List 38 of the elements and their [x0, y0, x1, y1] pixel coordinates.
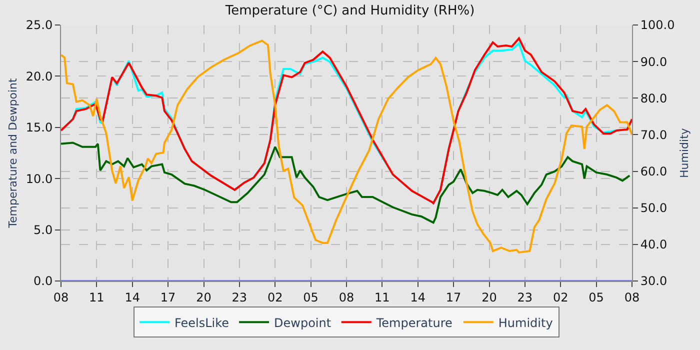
y2-axis-title: Humidity — [678, 128, 691, 178]
y-tick-label: 25.0 — [26, 18, 53, 32]
y2-tick-label: 70.0 — [640, 128, 668, 142]
x-tick-label: 02 — [267, 290, 283, 304]
x-tick-label: 14 — [410, 290, 426, 304]
y-tick-label: 5.0 — [34, 223, 53, 237]
y2-tick-label: 80.0 — [640, 91, 668, 106]
x-tick-label: 08 — [338, 290, 354, 304]
x-tick-label: 17 — [160, 290, 176, 304]
y2-tick-label: 90.0 — [640, 54, 668, 69]
y-tick-label: 0.0 — [34, 274, 53, 288]
legend-label: Dewpoint — [274, 316, 332, 330]
x-tick-label: 20 — [482, 290, 497, 304]
y-tick-label: 20.0 — [26, 69, 53, 84]
x-tick-label: 11 — [374, 290, 390, 304]
y2-tick-label: 50.0 — [640, 201, 668, 216]
x-tick-label: 05 — [303, 290, 318, 304]
y2-tick-label: 60.0 — [640, 164, 668, 178]
x-tick-label: 02 — [552, 290, 568, 304]
legend-label: Humidity — [498, 316, 553, 330]
x-tick-label: 23 — [517, 290, 533, 304]
y-tick-label: 10.0 — [26, 172, 53, 186]
legend-label: Temperature — [375, 316, 452, 330]
y2-tick-label: 100.0 — [640, 18, 675, 32]
x-tick-label: 20 — [196, 290, 212, 304]
y-tick-label: 15.0 — [26, 120, 53, 135]
x-tick-label: 14 — [124, 290, 140, 304]
x-tick-label: 23 — [232, 290, 248, 304]
legend-label: FeelsLike — [174, 316, 230, 330]
x-tick-label: 05 — [588, 290, 604, 304]
x-tick-label: 08 — [53, 290, 69, 304]
x-tick-label: 11 — [89, 290, 104, 304]
x-tick-label: 17 — [446, 290, 462, 304]
chart-title: Temperature (°C) and Humidity (RH%) — [224, 3, 475, 18]
x-tick-label: 08 — [624, 290, 640, 304]
y2-tick-label: 40.0 — [640, 238, 668, 252]
y2-tick-label: 30.0 — [640, 274, 668, 288]
y-axis-title: Temperature and Dewpoint — [6, 77, 20, 229]
